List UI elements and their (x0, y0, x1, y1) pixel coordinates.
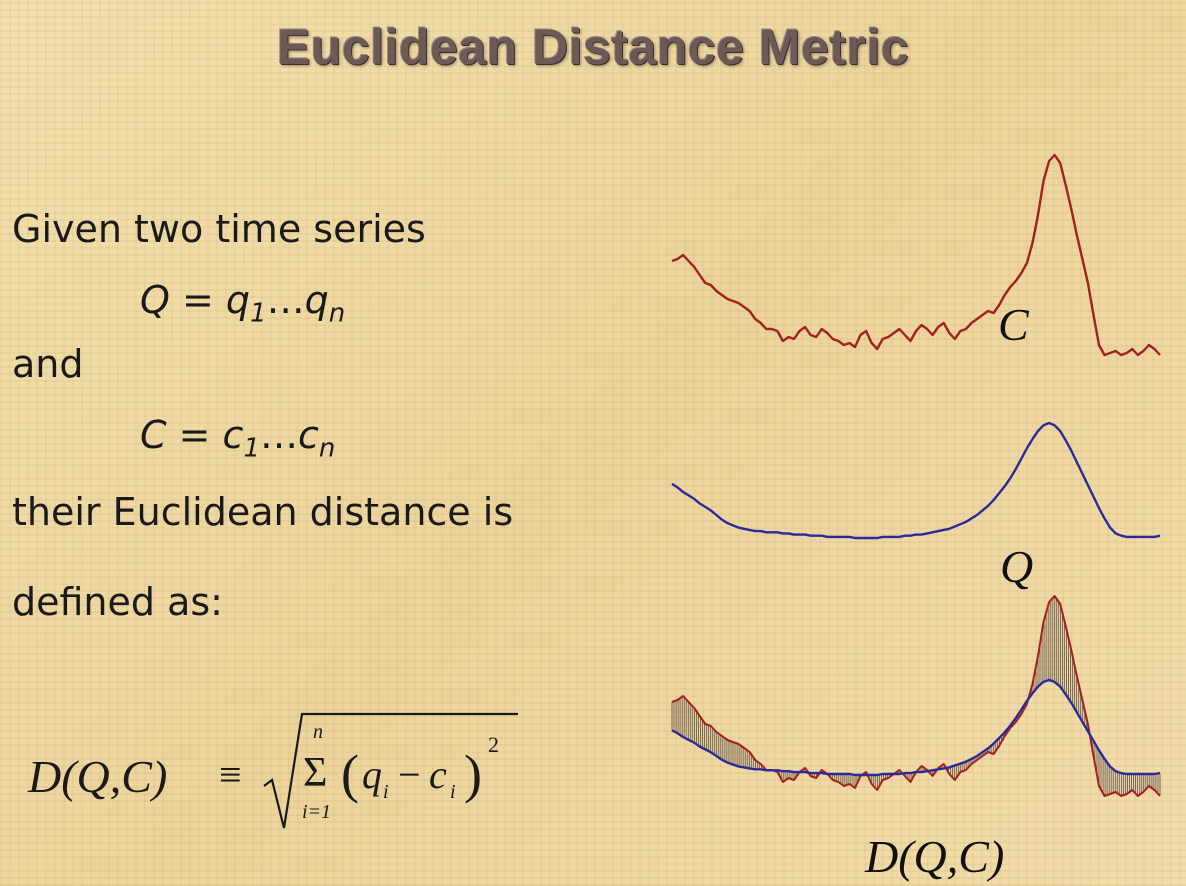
c-first-var: c (222, 413, 244, 457)
overlay-q-line (671, 678, 1161, 777)
term-q: q (362, 752, 382, 797)
series-c-label: C (998, 299, 1030, 350)
q-equals: = (169, 278, 226, 322)
distance-hatching (671, 596, 1161, 796)
c-ellipsis: … (260, 413, 298, 457)
c-last-var: c (298, 413, 319, 457)
minus-sign: − (398, 752, 421, 797)
term-c-index: i (450, 781, 456, 803)
q-symbol: Q (140, 278, 170, 322)
c-last-sub: n (318, 433, 336, 464)
series-q-label: Q (1000, 541, 1033, 592)
c-symbol: C (140, 413, 167, 457)
distance-formula: D(Q,C) ≡ n Σ i=1 ( q i − c i ) 2 (27, 712, 518, 829)
close-paren: ) (464, 744, 482, 804)
series-c-line (671, 153, 1161, 357)
series-diagram: C Q D(Q,C) (671, 153, 1161, 882)
intro-line: Given two time series (12, 207, 426, 251)
and-line: and (12, 342, 84, 386)
formula-lhs: D(Q,C) (27, 751, 167, 802)
c-equals: = (166, 413, 223, 457)
term-q-index: i (383, 781, 389, 803)
series-q-line (671, 421, 1161, 540)
sum-lower-limit: i=1 (302, 801, 331, 823)
slide-title: Euclidean Distance Metric (276, 19, 910, 75)
q-last-var: q (304, 278, 329, 322)
q-ellipsis: … (266, 278, 305, 322)
distance-label: D(Q,C) (864, 831, 1004, 882)
q-first-var: q (225, 278, 251, 322)
formula-equiv: ≡ (219, 752, 242, 797)
term-c: c (429, 752, 447, 797)
open-paren: ( (341, 744, 359, 804)
sum-symbol: Σ (303, 750, 327, 796)
q-last-sub: n (328, 298, 346, 329)
q-sequence: Q = q1…qn (140, 278, 345, 329)
sum-upper-limit: n (313, 721, 323, 743)
definition-line-2: defined as: (12, 580, 223, 624)
q-first-sub: 1 (250, 298, 267, 329)
c-first-sub: 1 (243, 433, 260, 464)
sqrt-sign (263, 712, 518, 829)
c-sequence: C = c1…cn (140, 413, 335, 464)
definition-line-1: their Euclidean distance is (12, 490, 514, 534)
exponent: 2 (488, 732, 499, 757)
